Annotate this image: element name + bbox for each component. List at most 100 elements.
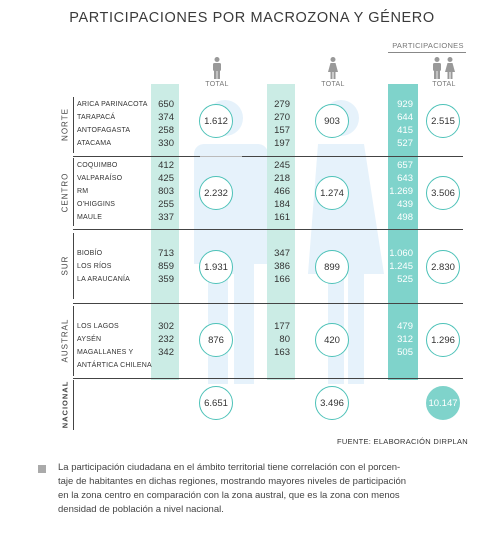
separator (73, 303, 463, 304)
note-line: La participación ciudadana en el ámbito … (58, 462, 401, 473)
male-total-circle: 1.612 (199, 104, 233, 138)
male-value: 258 (158, 125, 174, 136)
grand-total-circle: 2.830 (426, 250, 460, 284)
male-female-icon (433, 57, 455, 79)
total-value: 929 (397, 99, 413, 110)
female-value: 166 (274, 274, 290, 285)
note-text: La participación ciudadana en el ámbito … (58, 461, 478, 517)
region-coquimbo: COQUIMBO (77, 162, 118, 169)
separator (200, 156, 242, 157)
note-line: taje de habitantes en dichas regiones, m… (58, 476, 407, 487)
male-value: 337 (158, 212, 174, 223)
grand-total-circle: 1.296 (426, 323, 460, 357)
female-total-circle: 1.274 (315, 176, 349, 210)
region-rm: RM (77, 188, 89, 195)
total-value: 525 (397, 274, 413, 285)
female-value: 157 (274, 125, 290, 136)
female-value: 279 (274, 99, 290, 110)
female-total-circle: 903 (315, 104, 349, 138)
total-value: 657 (397, 160, 413, 171)
zone-divider-norte (73, 97, 74, 153)
male-value: 359 (158, 274, 174, 285)
separator (73, 156, 463, 157)
male-value: 330 (158, 138, 174, 149)
total-value: 505 (397, 347, 413, 358)
female-value: 177 (274, 321, 290, 332)
total-value: 415 (397, 125, 413, 136)
grand-total-circle: 2.515 (426, 104, 460, 138)
male-value: 255 (158, 199, 174, 210)
zone-label-sur: SUR (60, 255, 70, 276)
female-value: 218 (274, 173, 290, 184)
total-value: 643 (397, 173, 413, 184)
female-value: 197 (274, 138, 290, 149)
region-ohiggins: O'HIGGINS (77, 201, 116, 208)
region-antofagasta: ANTOFAGASTA (77, 127, 131, 134)
female-value: 161 (274, 212, 290, 223)
female-value: 245 (274, 160, 290, 171)
zone-divider-nacional (73, 380, 74, 430)
region-magallanes: MAGALLANES Y (77, 349, 134, 356)
female-value: 270 (274, 112, 290, 123)
grand-total-label: TOTAL (432, 81, 456, 88)
total-value: 1.060 (389, 248, 413, 259)
male-total-label: TOTAL (205, 81, 229, 88)
female-total-circle: 899 (315, 250, 349, 284)
male-value: 713 (158, 248, 174, 259)
region-valparaiso: VALPARAÍSO (77, 175, 123, 182)
total-column-stripe (388, 84, 418, 380)
female-total-circle: 420 (315, 323, 349, 357)
total-value: 527 (397, 138, 413, 149)
male-value: 650 (158, 99, 174, 110)
male-total-circle: 876 (199, 323, 233, 357)
zone-label-norte: NORTE (60, 108, 70, 141)
total-value: 498 (397, 212, 413, 223)
total-value: 312 (397, 334, 413, 345)
note-line: en la zona centro en comparación con la … (58, 490, 400, 501)
zone-label-nacional: NACIONAL (60, 380, 70, 429)
male-value: 425 (158, 173, 174, 184)
female-value: 80 (279, 334, 290, 345)
male-value: 342 (158, 347, 174, 358)
region-los-rios: LOS RÍOS (77, 263, 112, 270)
separator (73, 229, 463, 230)
female-column-stripe (267, 84, 295, 380)
zone-label-centro: CENTRO (60, 172, 70, 213)
participaciones-header: PARTICIPACIONES (392, 41, 464, 50)
region-la-araucania: LA ARAUCANÍA (77, 276, 130, 283)
nacional-female-total-circle: 3.496 (315, 386, 349, 420)
zone-label-austral: AUSTRAL (60, 318, 70, 363)
total-value: 479 (397, 321, 413, 332)
region-tarapaca: TARAPACÁ (77, 114, 116, 121)
note-line: densidad de población a nivel nacional. (58, 504, 224, 515)
female-total-label: TOTAL (321, 81, 345, 88)
header-rule (388, 52, 466, 53)
nacional-male-total-circle: 6.651 (199, 386, 233, 420)
region-maule: MAULE (77, 214, 103, 221)
male-value: 232 (158, 334, 174, 345)
male-column-stripe (151, 84, 179, 380)
region-los-lagos: LOS LAGOS (77, 323, 119, 330)
female-value: 163 (274, 347, 290, 358)
male-total-circle: 1.931 (199, 250, 233, 284)
male-value: 374 (158, 112, 174, 123)
female-value: 466 (274, 186, 290, 197)
male-value: 803 (158, 186, 174, 197)
total-value: 439 (397, 199, 413, 210)
chart-title: PARTICIPACIONES POR MACROZONA Y GÉNERO (69, 10, 435, 26)
nacional-grand-total-circle: 10.147 (426, 386, 460, 420)
region-antartica-chilena: ANTÁRTICA CHILENA (77, 362, 152, 369)
female-value: 347 (274, 248, 290, 259)
female-value: 184 (274, 199, 290, 210)
zone-divider-sur (73, 233, 74, 299)
male-value: 412 (158, 160, 174, 171)
male-value: 302 (158, 321, 174, 332)
zone-divider-centro (73, 158, 74, 226)
zone-divider-austral (73, 306, 74, 376)
bullet-icon (38, 465, 46, 473)
region-aysen: AYSÉN (77, 336, 102, 343)
female-value: 386 (274, 261, 290, 272)
source-note: FUENTE: ELABORACIÓN DIRPLAN (336, 437, 468, 446)
separator (73, 378, 463, 379)
region-arica-parinacota: ARICA PARINACOTA (77, 101, 148, 108)
